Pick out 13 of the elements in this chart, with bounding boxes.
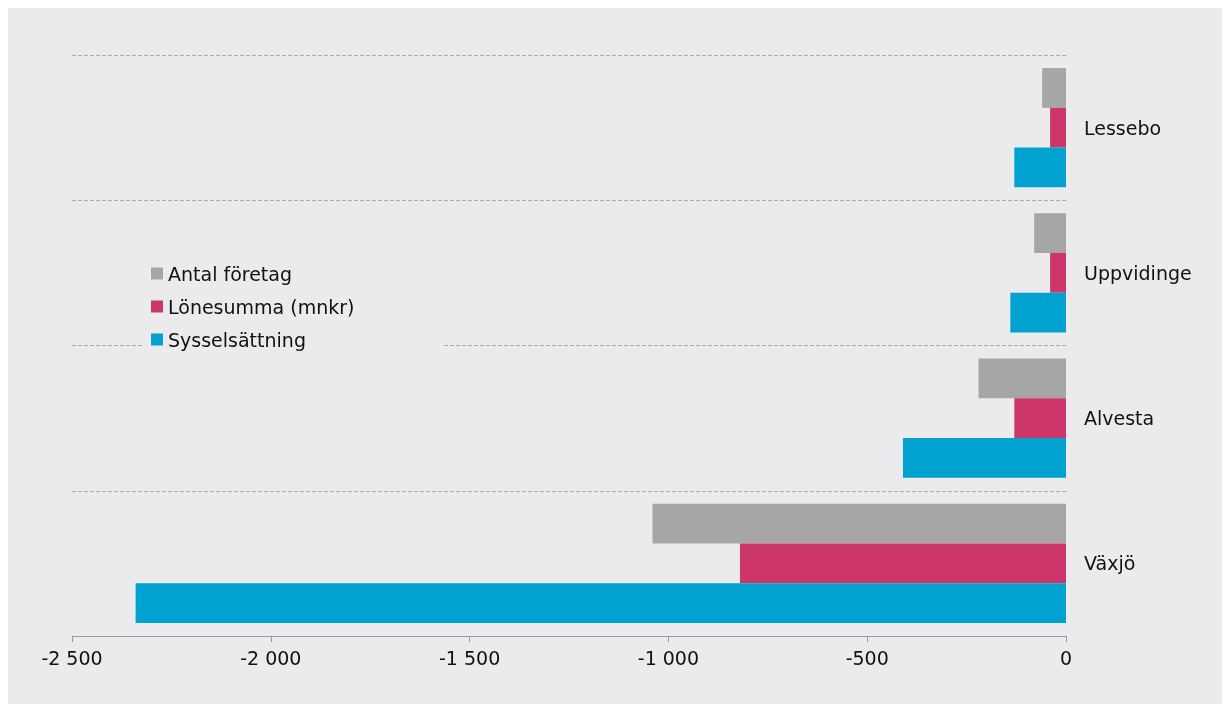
y-tick-label: Växjö bbox=[1084, 552, 1136, 575]
x-tick-label: -500 bbox=[845, 646, 889, 669]
y-tick-label: Lessebo bbox=[1084, 116, 1162, 139]
x-tick-label: -1 000 bbox=[637, 646, 700, 669]
legend-label: Sysselsättning bbox=[168, 328, 306, 351]
x-tick-label: -2 500 bbox=[41, 646, 103, 669]
legend-label: Antal företag bbox=[168, 262, 293, 285]
x-tick-label: -1 500 bbox=[438, 646, 501, 669]
x-tick-label: -2 000 bbox=[240, 646, 302, 669]
y-tick-label: Alvesta bbox=[1084, 407, 1155, 430]
legend-label: Lönesumma (mnkr) bbox=[168, 295, 355, 318]
y-tick-label: Uppvidinge bbox=[1084, 261, 1192, 284]
x-tick-label: 0 bbox=[1059, 646, 1073, 669]
